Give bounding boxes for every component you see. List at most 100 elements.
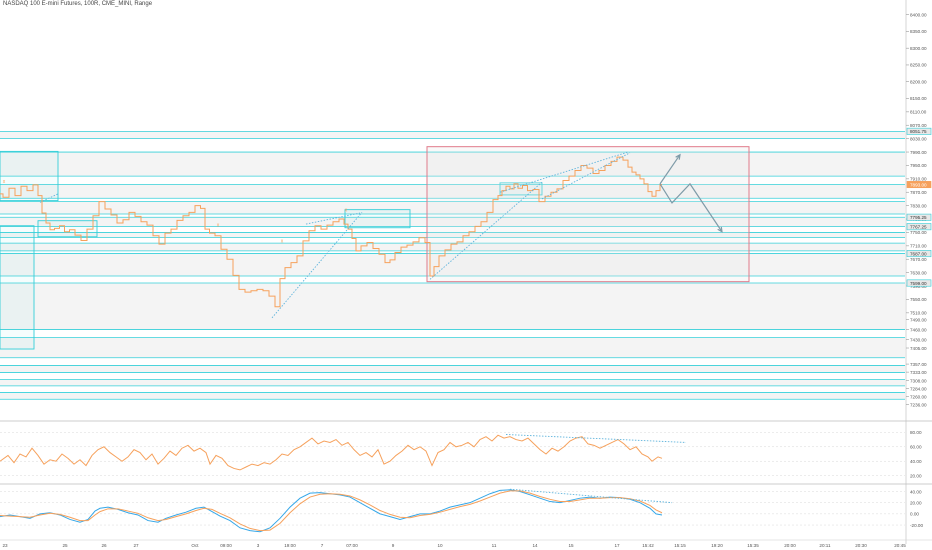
trend-line[interactable] <box>499 151 629 193</box>
y-tick-label: 7405.00 <box>910 346 927 351</box>
marker: x <box>217 222 220 228</box>
y-tick-label: 7710.00 <box>910 244 927 249</box>
y-tick-label: 7750.00 <box>910 230 927 235</box>
zone-band <box>0 217 905 227</box>
zone-box[interactable] <box>37 220 98 238</box>
y-tick-label: 8350.00 <box>910 29 927 34</box>
price-badge-label: 7795.25 <box>910 215 927 220</box>
time-label: 20:30 <box>855 543 867 548</box>
zone-band <box>0 131 905 139</box>
rsi-pane: 80.00 60.00 40.00 20.00 <box>0 430 922 478</box>
time-label: 17 <box>614 543 620 548</box>
rsi-tick-label: 20.00 <box>910 473 922 478</box>
stoch-trend-line[interactable] <box>509 488 673 504</box>
projection-arrow[interactable] <box>659 154 681 185</box>
zone-boxes <box>0 146 750 350</box>
zone-band <box>0 184 905 199</box>
time-label: 25 <box>62 543 68 548</box>
time-label: 15:42 <box>642 543 654 548</box>
zone-band <box>0 243 905 251</box>
price-zones <box>0 130 905 400</box>
time-label: 10 <box>437 543 443 548</box>
time-label: 15 <box>568 543 574 548</box>
rsi-line[interactable] <box>0 434 663 471</box>
time-label: 27 <box>133 543 139 548</box>
time-label: 19:00 <box>284 543 296 548</box>
rsi-trend-line[interactable] <box>505 434 687 443</box>
y-tick-label: 8070.00 <box>910 123 927 128</box>
y-tick-label: 8030.00 <box>910 136 927 141</box>
rsi-tick-label: 60.00 <box>910 445 922 450</box>
stoch-tick-label: 0.00 <box>910 512 919 517</box>
zone-band <box>0 232 905 238</box>
time-label: 20:00 <box>784 543 796 548</box>
y-tick-label: 7460.00 <box>910 327 927 332</box>
marker: x <box>281 238 284 244</box>
zone-band <box>0 379 905 386</box>
price-trend-lines <box>39 151 631 319</box>
time-label: Oct <box>191 543 199 548</box>
time-label: 20:11 <box>819 543 831 548</box>
y-tick-label: 8250.00 <box>910 63 927 68</box>
zone-band <box>0 392 905 400</box>
y-tick-label: 7830.00 <box>910 203 927 208</box>
trend-line[interactable] <box>271 212 363 319</box>
y-tick-label: 8150.00 <box>910 96 927 101</box>
price-badge <box>906 279 932 287</box>
zone-band <box>0 337 905 358</box>
zone-box[interactable] <box>0 150 59 202</box>
rsi-tick-label: 80.00 <box>910 430 922 435</box>
y-tick-label: 7357.00 <box>910 362 927 367</box>
y-tick-label: 7550.00 <box>910 297 927 302</box>
y-tick-label: 7333.00 <box>910 370 927 375</box>
projection-arrow[interactable] <box>659 182 723 233</box>
time-label: 15:35 <box>747 543 759 548</box>
range-rectangle[interactable] <box>426 146 750 283</box>
marker: x <box>3 179 6 185</box>
trend-line[interactable] <box>39 193 59 203</box>
price-badge-label: 7767.25 <box>910 224 927 229</box>
time-label: 7 <box>321 543 324 548</box>
trend-line[interactable] <box>305 212 361 225</box>
stoch-tick-label: 20.00 <box>910 500 922 505</box>
stoch-k-line[interactable] <box>0 489 663 533</box>
y-tick-label: 7236.00 <box>910 402 927 407</box>
time-label: 09:00 <box>220 543 232 548</box>
zone-band <box>0 365 905 373</box>
time-label: 07:00 <box>346 543 358 548</box>
y-tick-label: 7950.00 <box>910 163 927 168</box>
y-tick-label: 7308.00 <box>910 378 927 383</box>
zone-box[interactable] <box>0 225 35 350</box>
price-badge-label: 7687.00 <box>910 251 927 256</box>
price-line[interactable] <box>0 156 662 308</box>
price-badge-label: 8051.75 <box>910 129 927 134</box>
time-label: 3 <box>257 543 260 548</box>
rsi-tick-label: 40.00 <box>910 459 922 464</box>
stochastic-pane: 40.00 20.00 0.00 -20.00 <box>0 488 923 533</box>
price-series: x x x x <box>0 156 662 308</box>
y-tick-label: 7260.00 <box>910 394 927 399</box>
zone-band <box>0 201 905 215</box>
y-tick-label: 8400.00 <box>910 12 927 17</box>
y-tick-label: 8300.00 <box>910 46 927 51</box>
stoch-tick-label: 40.00 <box>910 489 922 494</box>
y-tick-label: 7284.00 <box>910 386 927 391</box>
zone-band <box>0 152 905 177</box>
price-badge <box>906 181 932 189</box>
y-tick-label: 7430.00 <box>910 337 927 342</box>
trend-line[interactable] <box>429 181 543 280</box>
time-label: 26 <box>101 543 107 548</box>
zone-band <box>0 253 905 276</box>
y-tick-label: 7670.00 <box>910 257 927 262</box>
zone-box[interactable] <box>344 209 411 229</box>
marker: x <box>345 208 348 214</box>
time-label: 20:45 <box>894 543 906 548</box>
price-badge <box>906 250 932 258</box>
arrow-head <box>675 153 681 160</box>
price-badge-label: 7599.00 <box>910 281 927 286</box>
stoch-d-line[interactable] <box>0 490 663 532</box>
y-tick-label: 8110.00 <box>910 110 927 115</box>
y-tick-label: 7630.00 <box>910 270 927 275</box>
